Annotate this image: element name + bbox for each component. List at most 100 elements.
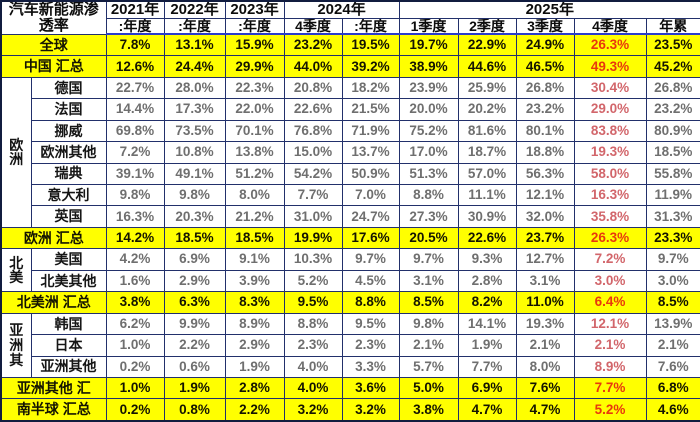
value-cell: 4.7% (457, 398, 517, 422)
value-cell: 13.7% (341, 141, 400, 164)
value-cell: 55.8% (645, 162, 700, 186)
value-cell: 3.2% (283, 398, 343, 422)
value-cell: 20.5% (398, 226, 459, 250)
value-cell: 24.7% (341, 205, 400, 228)
period-header: 2季度 (457, 17, 517, 36)
value-cell: 20.2% (457, 98, 517, 121)
value-cell: 51.2% (224, 162, 285, 186)
value-cell: 18.5% (163, 226, 226, 250)
row-label: 意大利 (30, 183, 107, 207)
region-group-char: 其 (9, 351, 24, 368)
value-cell: 2.8% (457, 269, 517, 293)
table-row: 亚洲其他 0.2% 0.6% 1.9% 4.0% 3.3% 5.7% 7.7% 8.0% 8.9%… (1, 355, 700, 378)
value-cell: 7.7% (283, 183, 343, 207)
value-cell: 3.6% (341, 376, 400, 400)
value-cell: 3.8% (105, 291, 165, 314)
value-cell: 13.8% (224, 141, 285, 164)
value-cell: 19.3% (515, 312, 575, 336)
table-title-line: 透率 (38, 16, 69, 34)
value-cell: 18.5% (224, 226, 285, 250)
value-cell: 38.9% (398, 55, 459, 78)
year-header-2021: 2021年 (105, 0, 165, 19)
value-cell: 69.8% (105, 119, 165, 143)
value-cell: 23.2% (515, 98, 575, 121)
value-cell: 12.1% (573, 312, 647, 336)
value-cell: 3.1% (398, 269, 459, 293)
value-cell: 71.9% (341, 119, 400, 143)
value-cell: 2.2% (224, 398, 285, 422)
value-cell: 5.2% (283, 269, 343, 293)
value-cell: 31.3% (645, 205, 700, 228)
value-cell: 14.2% (105, 226, 165, 250)
row-label: 亚洲其他 汇 (0, 376, 107, 400)
value-cell: 2.9% (224, 334, 285, 357)
value-cell: 8.5% (645, 291, 700, 314)
row-label: 全球 (0, 33, 107, 57)
year-header-2023: 2023年 (224, 0, 285, 19)
value-cell: 58.0% (573, 162, 647, 186)
value-cell: 0.8% (163, 398, 226, 422)
value-cell: 1.0% (105, 334, 165, 357)
value-cell: 9.7% (341, 248, 400, 271)
row-label: 欧洲其他 (30, 141, 107, 164)
value-cell: 4.7% (515, 398, 575, 422)
table-title-line: 汽车新能源渗 (8, 1, 99, 19)
value-cell: 23.7% (515, 226, 575, 250)
value-cell: 4.2% (105, 248, 165, 271)
value-cell: 70.1% (224, 119, 285, 143)
value-cell: 14.1% (457, 312, 517, 336)
value-cell: 7.6% (515, 376, 575, 400)
value-cell: 80.9% (645, 119, 700, 143)
value-cell: 20.0% (398, 98, 459, 121)
value-cell: 23.2% (283, 33, 343, 57)
value-cell: 1.9% (224, 355, 285, 378)
value-cell: 9.3% (457, 248, 517, 271)
value-cell: 17.0% (398, 141, 459, 164)
row-label: 亚洲其他 (30, 355, 107, 378)
value-cell: 31.0% (283, 205, 343, 228)
value-cell: 7.7% (457, 355, 517, 378)
value-cell: 6.9% (457, 376, 517, 400)
table-row: 中国 汇总 12.6% 24.4% 29.9% 44.0% 39.2% 38.9% 44.6%… (0, 55, 700, 78)
value-cell: 2.9% (163, 269, 226, 293)
value-cell: 2.8% (224, 376, 285, 400)
region-group-char: 美 (9, 269, 24, 286)
year-header-2022: 2022年 (163, 0, 226, 19)
value-cell: 1.9% (163, 376, 226, 400)
value-cell: 23.5% (645, 33, 700, 57)
value-cell: 7.2% (573, 248, 647, 271)
value-cell: 9.8% (398, 312, 459, 336)
row-label: 法国 (30, 98, 107, 121)
value-cell: 2.3% (341, 334, 400, 357)
value-cell: 12.7% (515, 248, 575, 271)
table-row: 欧洲其他 7.2% 10.8% 13.8% 15.0% 13.7% 17.0% 18.7% 18… (1, 141, 700, 164)
value-cell: 5.2% (573, 398, 647, 422)
value-cell: 46.5% (515, 55, 575, 78)
row-label: 英国 (30, 205, 107, 228)
period-header: :年度 (105, 17, 165, 36)
value-cell: 30.9% (457, 205, 517, 228)
value-cell: 9.1% (224, 248, 285, 271)
value-cell: 5.7% (398, 355, 459, 378)
value-cell: 15.0% (283, 141, 343, 164)
value-cell: 7.6% (645, 355, 700, 378)
value-cell: 0.6% (163, 355, 226, 378)
value-cell: 9.7% (398, 248, 459, 271)
value-cell: 0.2% (105, 355, 165, 378)
row-label: 中国 汇总 (0, 55, 107, 78)
value-cell: 39.2% (341, 55, 400, 78)
value-cell: 26.3% (573, 33, 647, 57)
value-cell: 5.0% (398, 376, 459, 400)
value-cell: 8.0% (515, 355, 575, 378)
value-cell: 3.0% (645, 269, 700, 293)
value-cell: 10.8% (163, 141, 226, 164)
value-cell: 23.9% (398, 76, 459, 100)
value-cell: 17.3% (163, 98, 226, 121)
value-cell: 4.6% (645, 398, 700, 422)
value-cell: 22.9% (457, 33, 517, 57)
period-header: :年度 (341, 17, 400, 36)
value-cell: 75.2% (398, 119, 459, 143)
value-cell: 7.8% (105, 33, 165, 57)
